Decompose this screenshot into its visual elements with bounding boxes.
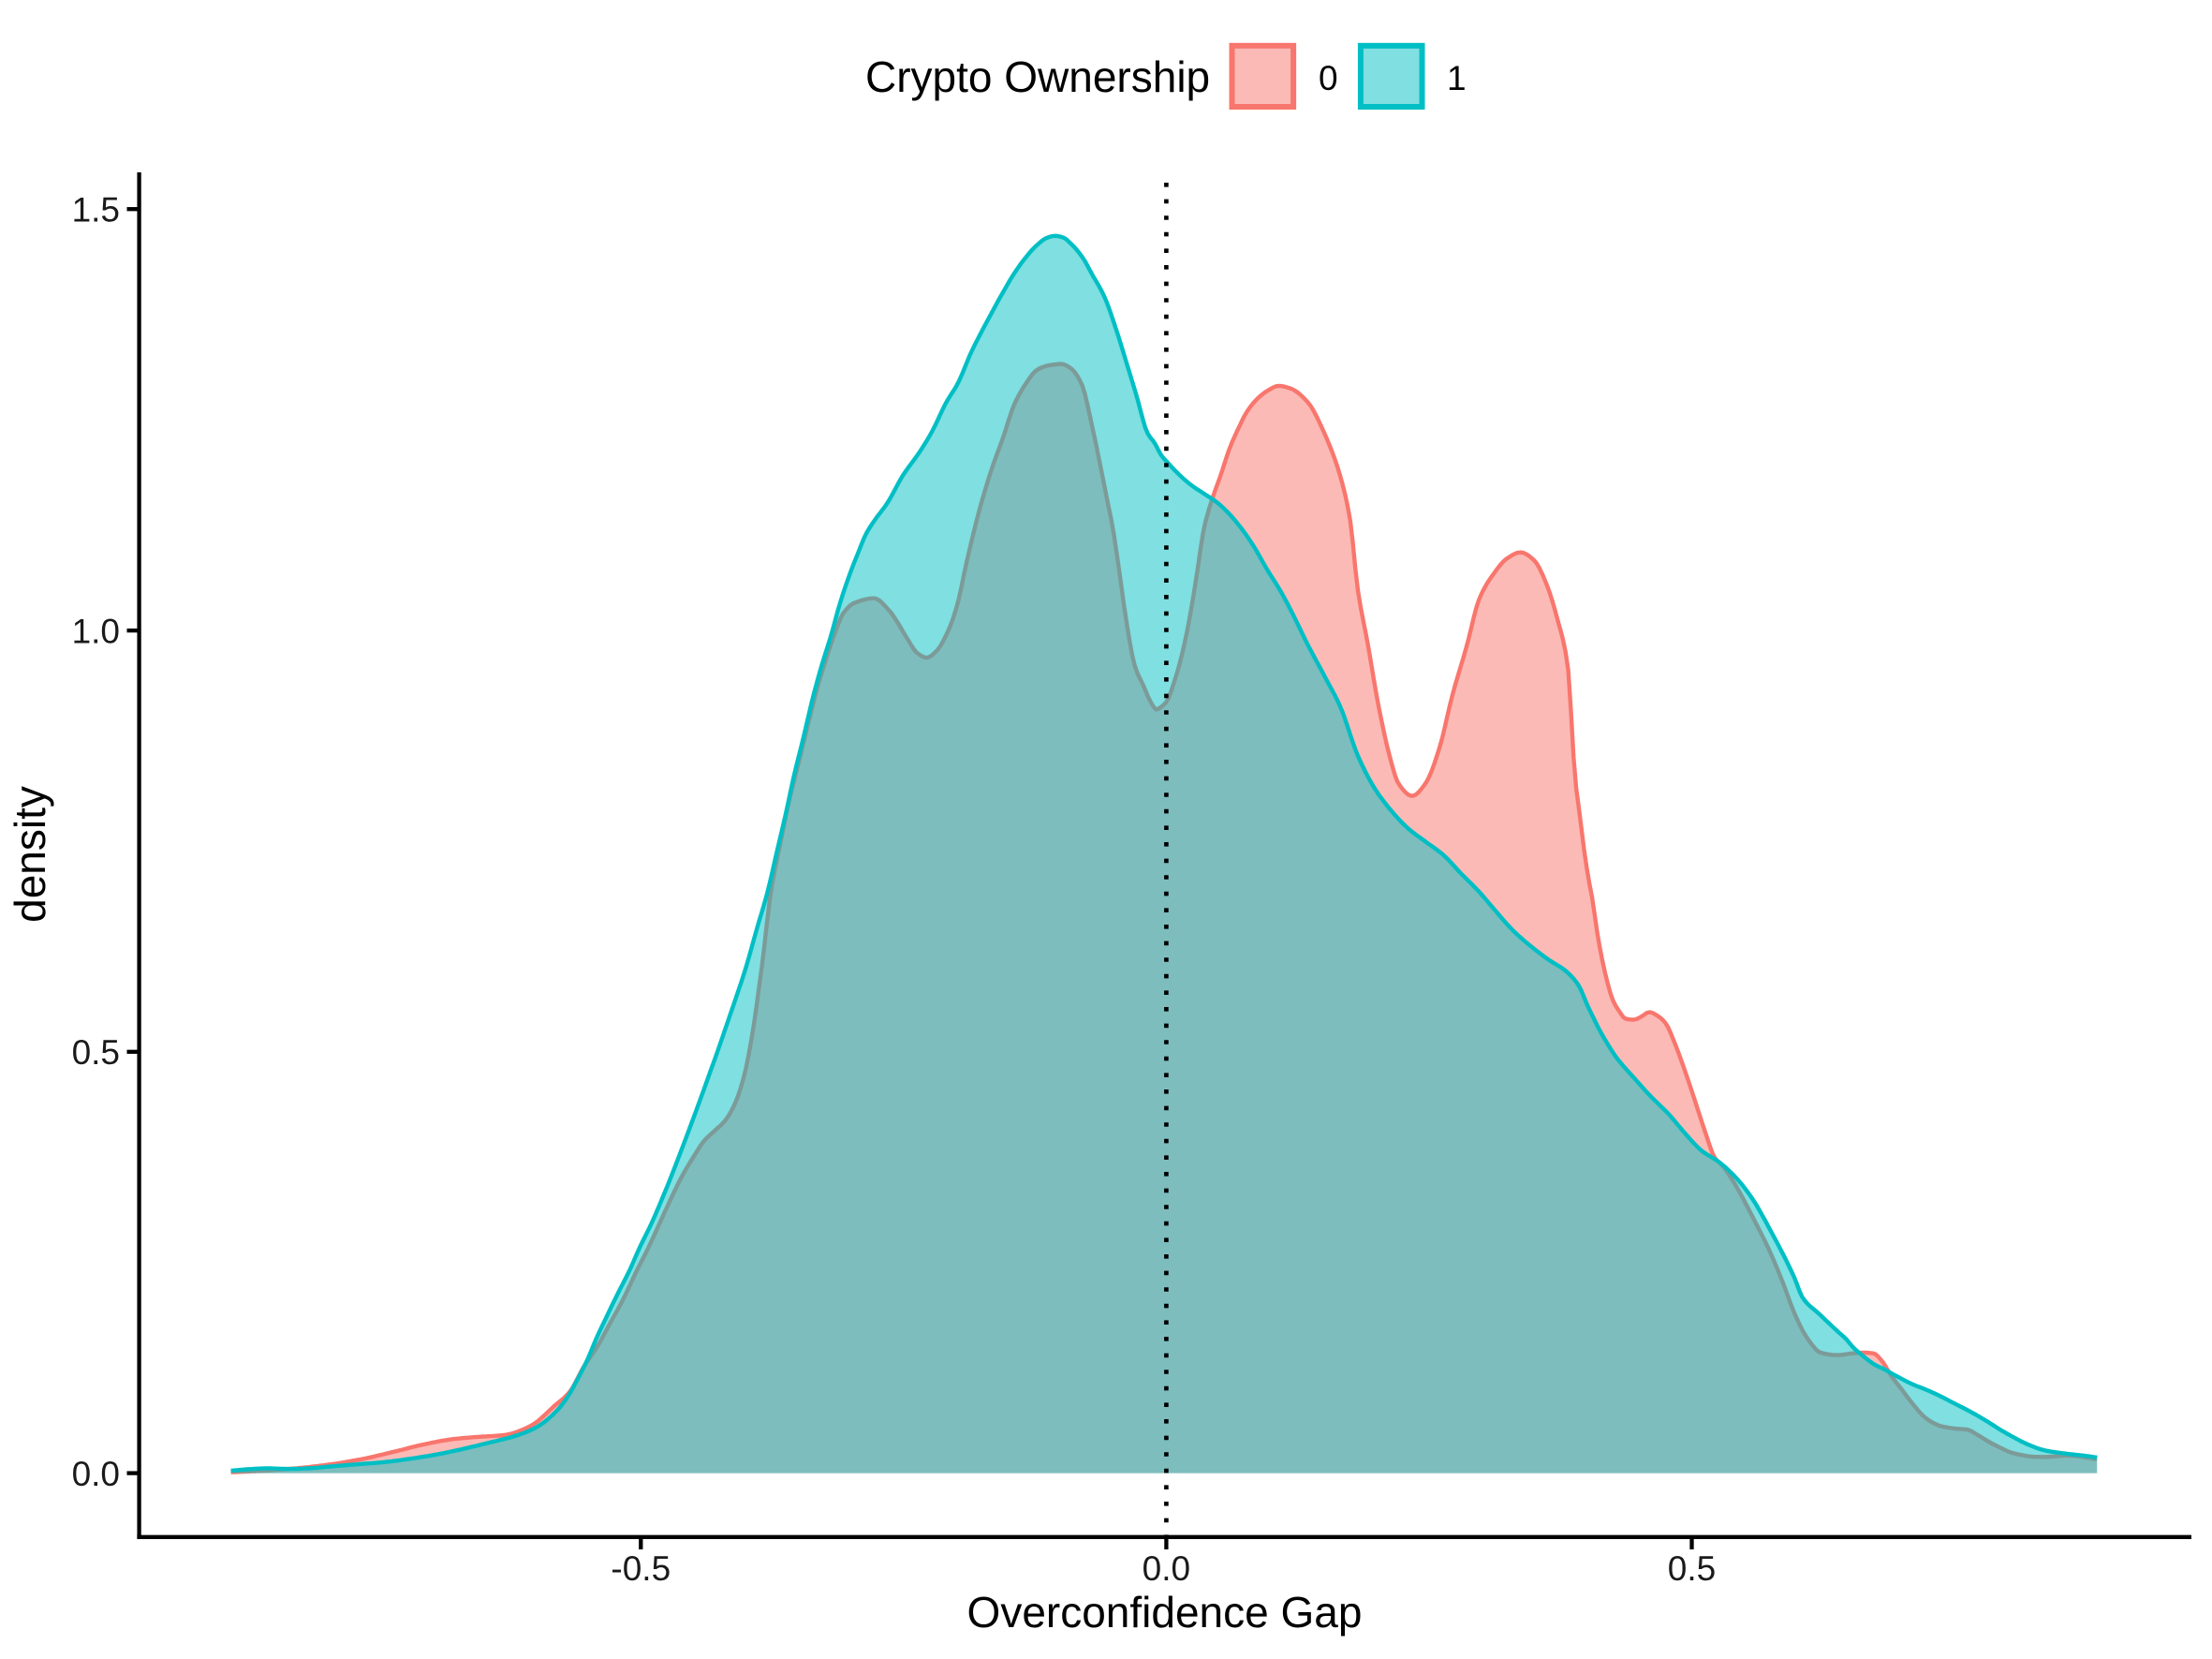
- svg-text:Crypto Ownership: Crypto Ownership: [865, 52, 1210, 101]
- svg-text:-0.5: -0.5: [611, 1549, 671, 1588]
- svg-text:0.5: 0.5: [1668, 1549, 1716, 1588]
- svg-text:0.0: 0.0: [1143, 1549, 1190, 1588]
- svg-text:1: 1: [1447, 59, 1467, 97]
- svg-text:0.0: 0.0: [72, 1455, 120, 1493]
- svg-text:1.0: 1.0: [72, 612, 120, 650]
- svg-text:1.5: 1.5: [72, 190, 120, 229]
- svg-text:Overconfidence Gap: Overconfidence Gap: [967, 1588, 1363, 1637]
- svg-text:0: 0: [1319, 59, 1338, 97]
- svg-text:0.5: 0.5: [72, 1033, 120, 1072]
- svg-text:density: density: [6, 786, 54, 923]
